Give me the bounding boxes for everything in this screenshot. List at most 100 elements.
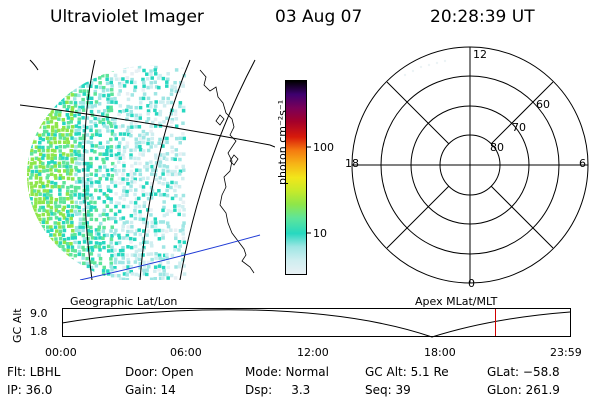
colorbar-unit-label: photon cm⁻²s⁻¹ [276, 99, 289, 185]
emission-pixel [30, 225, 35, 230]
emission-pixel [85, 221, 89, 225]
emission-pixel [97, 69, 101, 73]
emission-pixel [30, 229, 34, 234]
emission-pixel [109, 197, 113, 201]
emission-pixel [74, 132, 78, 136]
emission-pixel [65, 137, 70, 141]
emission-pixel [126, 181, 130, 186]
emission-pixel [34, 176, 39, 180]
emission-pixel [41, 200, 46, 205]
emission-pixel [77, 185, 81, 190]
emission-pixel [146, 286, 150, 290]
emission-pixel [65, 253, 70, 258]
emission-pixel [51, 282, 55, 286]
emission-pixel [157, 188, 161, 193]
emission-pixel [54, 97, 59, 101]
emission-pixel [109, 105, 113, 110]
emission-pixel [82, 217, 86, 221]
emission-pixel [27, 69, 29, 73]
emission-pixel [57, 164, 62, 168]
emission-pixel [158, 276, 163, 280]
emission-pixel [85, 192, 89, 196]
emission-pixel [170, 120, 174, 124]
emission-pixel [146, 176, 150, 180]
emission-pixel [97, 129, 102, 133]
emission-pixel [173, 85, 178, 90]
emission-pixel [141, 253, 145, 257]
emission-pixel [137, 65, 142, 69]
emission-pixel [70, 205, 75, 209]
emission-pixel [50, 185, 54, 189]
emission-pixel [165, 193, 170, 198]
emission-pixel [90, 257, 95, 262]
emission-pixel [82, 73, 86, 78]
emission-pixel [27, 188, 29, 193]
emission-pixel [45, 269, 49, 273]
emission-pixel [41, 237, 46, 242]
emission-pixel [109, 237, 114, 241]
emission-pixel [138, 209, 142, 214]
emission-pixel [65, 268, 70, 273]
emission-pixel [93, 92, 97, 96]
emission-pixel [74, 124, 79, 128]
emission-pixel [133, 244, 138, 249]
emission-pixel [78, 282, 82, 286]
info-flt: Flt: LBHL [7, 365, 61, 379]
emission-pixel [109, 200, 114, 204]
emission-pixel [42, 68, 47, 73]
emission-pixel [82, 213, 87, 217]
emission-pixel [41, 109, 46, 114]
emission-pixel [141, 136, 146, 140]
emission-pixel [117, 148, 122, 153]
emission-pixel [94, 132, 99, 137]
emission-pixel [126, 60, 130, 64]
emission-pixel [149, 277, 154, 280]
emission-pixel [50, 180, 54, 185]
emission-pixel [121, 77, 125, 81]
emission-pixel [142, 133, 146, 138]
emission-pixel [145, 240, 149, 245]
emission-pixel [42, 129, 47, 134]
emission-pixel [50, 76, 54, 81]
emission-pixel [166, 77, 170, 82]
emission-pixel [173, 245, 178, 249]
emission-pixel [54, 229, 59, 233]
emission-pixel [153, 173, 158, 177]
emission-pixel [54, 112, 58, 117]
emission-pixel [61, 213, 66, 217]
emission-pixel [153, 221, 158, 225]
emission-pixel [162, 205, 166, 210]
emission-pixel [162, 213, 167, 218]
emission-pixel [163, 282, 167, 286]
emission-pixel [109, 153, 114, 158]
emission-pixel [30, 285, 34, 289]
emission-pixel [70, 224, 74, 228]
emission-pixel [182, 208, 186, 212]
emission-pixel [66, 185, 70, 190]
emission-pixel [121, 172, 125, 177]
emission-pixel [69, 149, 73, 153]
emission-pixel [33, 129, 38, 133]
emission-pixel [53, 244, 57, 249]
emission-pixel [49, 73, 53, 78]
emission-pixel [74, 145, 78, 149]
emission-pixel [29, 161, 34, 166]
emission-pixel [61, 69, 66, 74]
emission-pixel [85, 224, 90, 229]
emission-pixel [33, 236, 38, 240]
colorbar-ticks [307, 146, 311, 234]
emission-pixel [170, 253, 175, 258]
emission-pixel [174, 281, 178, 285]
emission-pixel [38, 180, 43, 184]
emission-pixel [89, 136, 94, 140]
emission-pixel [169, 100, 174, 105]
emission-pixel [41, 212, 46, 217]
emission-pixel [77, 132, 81, 136]
emission-pixel [49, 237, 54, 242]
emission-pixel [41, 113, 45, 118]
emission-pixel [94, 144, 98, 148]
emission-pixel [106, 100, 111, 105]
emission-pixel [129, 213, 134, 218]
emission-pixel [38, 197, 42, 201]
emission-pixel [78, 217, 83, 222]
